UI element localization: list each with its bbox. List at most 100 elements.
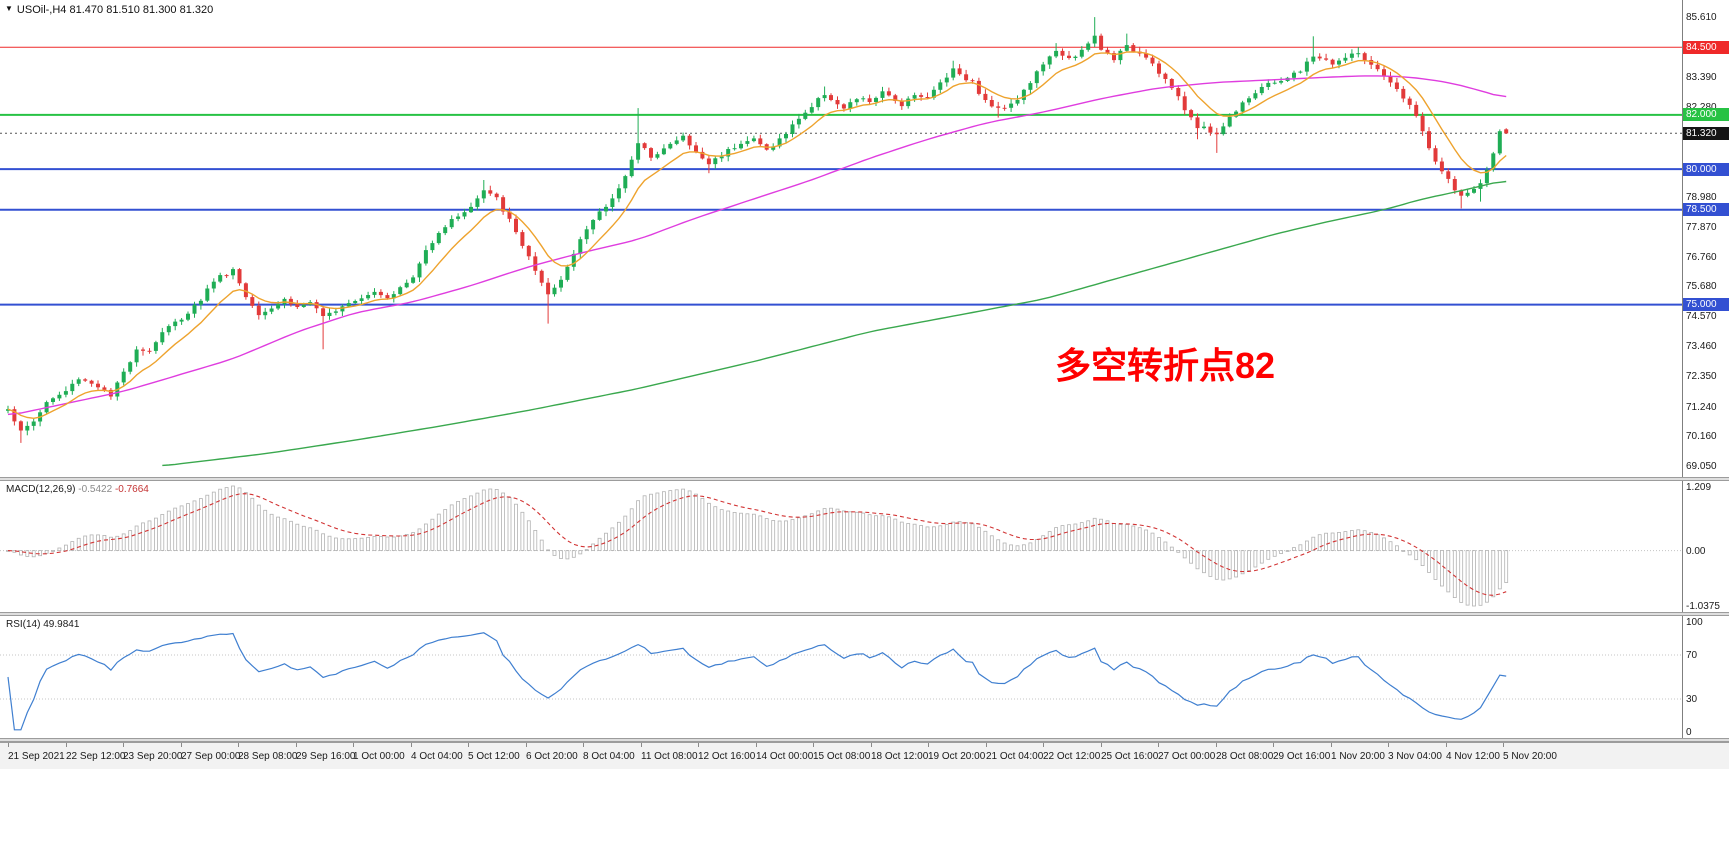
time-tick: [123, 743, 124, 747]
macd-axis[interactable]: 1.209 0.00 -1.0375: [1682, 481, 1729, 612]
time-tick: [1101, 743, 1102, 747]
price-badge-80.000: 80.000: [1683, 163, 1729, 176]
price-badge-78.500: 78.500: [1683, 203, 1729, 216]
time-tick: [1331, 743, 1332, 747]
time-tick: [1446, 743, 1447, 747]
price-tick: 73.460: [1686, 341, 1717, 352]
rsi-value: 49.9841: [43, 619, 80, 630]
time-label: 19 Oct 20:00: [928, 751, 986, 762]
rsi-label: RSI(14) 49.9841: [6, 619, 79, 630]
panel-separator[interactable]: [0, 738, 1729, 742]
time-tick: [698, 743, 699, 747]
rsi-axis[interactable]: 100 70 30 0: [1682, 616, 1729, 738]
mid-ma-line[interactable]: [7, 75, 1507, 416]
panel-separator[interactable]: [0, 477, 1729, 481]
rsi-axis-tick: 30: [1686, 694, 1698, 705]
price-badge-82.000: 82.000: [1683, 108, 1729, 121]
price-tick: 74.570: [1686, 311, 1717, 322]
time-label: 1 Nov 20:00: [1331, 751, 1385, 762]
time-label: 1 Oct 00:00: [353, 751, 405, 762]
symbol-info: ▼ USOil-,H4 81.470 81.510 81.300 81.320: [5, 4, 213, 16]
slow-ma-line[interactable]: [162, 180, 1507, 467]
time-tick: [1503, 743, 1504, 747]
time-label: 5 Nov 20:00: [1503, 751, 1557, 762]
time-label: 29 Oct 16:00: [1273, 751, 1331, 762]
time-label: 22 Oct 12:00: [1043, 751, 1101, 762]
dropdown-arrow-icon[interactable]: ▼: [5, 4, 13, 13]
time-label: 4 Oct 04:00: [411, 751, 463, 762]
macd-label: MACD(12,26,9) -0.5422 -0.7664: [6, 484, 149, 495]
time-label: 22 Sep 12:00: [66, 751, 126, 762]
price-tick: 82.280: [1686, 102, 1717, 113]
annotation-text[interactable]: 多空转折点82: [1055, 345, 1275, 386]
symbol-name: USOil-,H4: [16, 4, 67, 16]
price-tick: 78.980: [1686, 192, 1717, 203]
time-label: 3 Nov 04:00: [1388, 751, 1442, 762]
time-tick: [8, 743, 9, 747]
time-tick: [238, 743, 239, 747]
rsi-axis-tick: 70: [1686, 650, 1698, 661]
macd-histogram: [6, 485, 1509, 607]
panel-separator[interactable]: [0, 612, 1729, 616]
time-label: 15 Oct 08:00: [813, 751, 871, 762]
time-tick: [986, 743, 987, 747]
time-tick: [871, 743, 872, 747]
price-tick: 77.870: [1686, 222, 1717, 233]
time-axis[interactable]: 21 Sep 2021 22 Sep 12:00 23 Sep 20:00 27 Se…: [0, 742, 1729, 769]
price-axis[interactable]: 85.610 83.390 82.280 78.980 77.870 76.760 75.6…: [1682, 0, 1729, 477]
macd-signal-value: -0.7664: [114, 484, 149, 495]
time-label: 27 Sep 00:00: [181, 751, 241, 762]
time-label: 23 Sep 20:00: [123, 751, 183, 762]
time-label: 28 Sep 08:00: [238, 751, 298, 762]
time-tick: [641, 743, 642, 747]
rsi-line: [7, 632, 1507, 731]
price-badge-81.320: 81.320: [1683, 127, 1729, 140]
macd-signal-line: [7, 493, 1507, 596]
time-tick: [526, 743, 527, 747]
time-label: 21 Oct 04:00: [986, 751, 1044, 762]
time-label: 25 Oct 16:00: [1101, 751, 1159, 762]
time-tick: [1388, 743, 1389, 747]
time-label: 12 Oct 16:00: [698, 751, 756, 762]
time-label: 18 Oct 12:00: [871, 751, 929, 762]
macd-main-value: -0.5422: [78, 484, 113, 495]
time-tick: [756, 743, 757, 747]
price-badge-84.500: 84.500: [1683, 41, 1729, 54]
time-tick: [353, 743, 354, 747]
time-tick: [296, 743, 297, 747]
time-tick: [1273, 743, 1274, 747]
time-label: 28 Oct 08:00: [1216, 751, 1274, 762]
price-tick: 83.390: [1686, 72, 1717, 83]
main-chart-panel[interactable]: 多空转折点82: [0, 0, 1682, 477]
fast-ma-line[interactable]: [7, 51, 1507, 420]
macd-axis-tick: -1.0375: [1686, 601, 1720, 612]
candlestick-series: [6, 17, 1509, 443]
macd-axis-tick: 1.209: [1686, 482, 1712, 493]
rsi-name: RSI(14): [6, 619, 41, 630]
price-tick: 85.610: [1686, 12, 1717, 23]
time-label: 21 Sep 2021: [8, 751, 65, 762]
time-tick: [1158, 743, 1159, 747]
rsi-panel[interactable]: RSI(14) 49.9841: [0, 616, 1682, 738]
price-tick: 70.160: [1686, 431, 1717, 442]
macd-panel[interactable]: MACD(12,26,9) -0.5422 -0.7664: [0, 481, 1682, 612]
time-tick: [1216, 743, 1217, 747]
time-tick: [1043, 743, 1044, 747]
macd-axis-tick: 0.00: [1686, 546, 1706, 557]
rsi-axis-tick: 0: [1686, 727, 1692, 738]
time-label: 27 Oct 00:00: [1158, 751, 1216, 762]
price-tick: 75.680: [1686, 281, 1717, 292]
price-badge-75.000: 75.000: [1683, 298, 1729, 311]
symbol-ohlc: 81.470 81.510 81.300 81.320: [69, 4, 214, 16]
rsi-axis-tick: 100: [1686, 617, 1703, 628]
price-tick: 69.050: [1686, 461, 1717, 472]
time-label: 8 Oct 04:00: [583, 751, 635, 762]
macd-name: MACD(12,26,9): [6, 484, 76, 495]
time-tick: [411, 743, 412, 747]
time-tick: [813, 743, 814, 747]
time-label: 6 Oct 20:00: [526, 751, 578, 762]
time-tick: [928, 743, 929, 747]
time-tick: [583, 743, 584, 747]
time-tick: [66, 743, 67, 747]
